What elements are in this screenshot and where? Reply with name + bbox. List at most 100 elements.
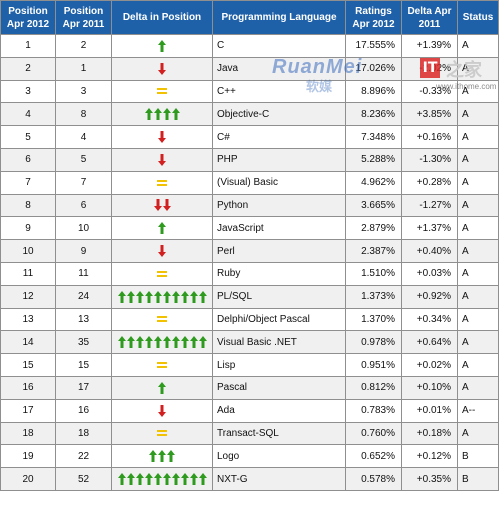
table-row[interactable]: 8 6 Python 3.665% -1.27% A	[0, 193, 499, 218]
table-row[interactable]: 7 7 (Visual) Basic 4.962% +0.28% A	[0, 170, 499, 195]
cell-delta-position	[111, 375, 213, 400]
up-arrow-icon	[144, 108, 153, 121]
equal-icon	[157, 88, 167, 95]
table-row[interactable]: 1 2 C 17.555% +1.39% A	[0, 34, 499, 58]
cell-delta-position	[111, 444, 213, 469]
cell-rating: 3.665%	[345, 193, 402, 218]
cell-delta: +0.40%	[401, 239, 458, 263]
cell-rating: 2.387%	[345, 239, 402, 263]
watermark-brand-en: RuanMei	[272, 56, 363, 78]
cell-delta: +0.03%	[401, 261, 458, 286]
header-ratings[interactable]: Ratings Apr 2012	[345, 0, 402, 35]
header-position-2011[interactable]: Position Apr 2011	[55, 0, 112, 35]
header-language[interactable]: Programming Language	[212, 0, 346, 35]
cell-delta: +3.85%	[401, 102, 458, 127]
cell-position-2012: 6	[0, 147, 56, 172]
cell-rating: 1.373%	[345, 284, 402, 309]
up-arrow-icon	[171, 336, 180, 349]
cell-rating: 17.555%	[345, 34, 402, 58]
up-arrow-icon	[198, 290, 207, 303]
header-delta-position[interactable]: Delta in Position	[111, 0, 213, 35]
table-row[interactable]: 13 13 Delphi/Object Pascal 1.370% +0.34% A	[0, 307, 499, 332]
table-row[interactable]: 19 22 Logo 0.652% +0.12% B	[0, 444, 499, 469]
cell-position-2012: 15	[0, 353, 56, 377]
cell-rating: 5.288%	[345, 147, 402, 172]
cell-position-2012: 14	[0, 330, 56, 355]
up-arrow-icon	[171, 473, 180, 486]
cell-rating: 1.510%	[345, 261, 402, 286]
cell-status: A	[457, 307, 499, 332]
cell-delta: +0.01%	[401, 398, 458, 423]
table-row[interactable]: 17 16 Ada 0.783% +0.01% A--	[0, 398, 499, 423]
table-row[interactable]: 9 10 JavaScript 2.879% +1.37% A	[0, 216, 499, 241]
cell-position-2012: 12	[0, 284, 56, 309]
cell-language: C#	[212, 125, 346, 149]
header-position-2012[interactable]: Position Apr 2012	[0, 0, 56, 35]
table-row[interactable]: 11 11 Ruby 1.510% +0.03% A	[0, 261, 499, 286]
cell-position-2012: 9	[0, 216, 56, 241]
cell-position-2012: 2	[0, 56, 56, 81]
table-row[interactable]: 14 35 Visual Basic .NET 0.978% +0.64% A	[0, 330, 499, 355]
watermark-brand-cn: 软媒	[306, 80, 333, 95]
cell-language: Ada	[212, 398, 346, 423]
cell-position-2012: 17	[0, 398, 56, 423]
cell-position-2011: 22	[55, 444, 112, 469]
table-header: Position Apr 2012 Position Apr 2011 Delt…	[0, 0, 499, 35]
header-status[interactable]: Status	[457, 0, 499, 35]
up-arrow-icon	[162, 290, 171, 303]
cell-rating: 0.812%	[345, 375, 402, 400]
cell-position-2011: 11	[55, 261, 112, 286]
cell-delta: +0.02%	[401, 353, 458, 377]
header-delta[interactable]: Delta Apr 2011	[401, 0, 458, 35]
cell-delta: -0.33%	[401, 79, 458, 104]
table-row[interactable]: 6 5 PHP 5.288% -1.30% A	[0, 147, 499, 172]
up-arrow-icon	[144, 290, 153, 303]
cell-language: Perl	[212, 239, 346, 263]
table-row[interactable]: 10 9 Perl 2.387% +0.40% A	[0, 239, 499, 263]
cell-position-2012: 4	[0, 102, 56, 127]
cell-language: Transact-SQL	[212, 421, 346, 446]
table-row[interactable]: 4 8 Objective-C 8.236% +3.85% A	[0, 102, 499, 127]
table-row[interactable]: 5 4 C# 7.348% +0.16% A	[0, 125, 499, 149]
table-row[interactable]: 12 24 PL/SQL 1.373% +0.92% A	[0, 284, 499, 309]
cell-position-2011: 4	[55, 125, 112, 149]
cell-status: A	[457, 261, 499, 286]
up-arrow-icon	[189, 336, 198, 349]
up-arrow-icon	[117, 473, 126, 486]
table-row[interactable]: 16 17 Pascal 0.812% +0.10% A	[0, 375, 499, 400]
cell-language: (Visual) Basic	[212, 170, 346, 195]
cell-rating: 1.370%	[345, 307, 402, 332]
cell-status: A	[457, 102, 499, 127]
cell-delta-position	[111, 467, 213, 491]
cell-position-2012: 13	[0, 307, 56, 332]
cell-status: A	[457, 147, 499, 172]
cell-position-2011: 9	[55, 239, 112, 263]
up-arrow-icon	[162, 473, 171, 486]
down-arrow-icon	[158, 131, 166, 144]
cell-language: Logo	[212, 444, 346, 469]
table-row[interactable]: 3 3 C++ 8.896% -0.33% A	[0, 79, 499, 104]
cell-position-2012: 18	[0, 421, 56, 446]
cell-position-2011: 13	[55, 307, 112, 332]
cell-rating: 2.879%	[345, 216, 402, 241]
cell-position-2012: 1	[0, 34, 56, 58]
cell-language: Visual Basic .NET	[212, 330, 346, 355]
cell-status: A	[457, 34, 499, 58]
table-row[interactable]: 15 15 Lisp 0.951% +0.02% A	[0, 353, 499, 377]
cell-status: A	[457, 125, 499, 149]
cell-delta-position	[111, 239, 213, 263]
cell-position-2011: 10	[55, 216, 112, 241]
cell-rating: 8.896%	[345, 79, 402, 104]
cell-delta: +0.34%	[401, 307, 458, 332]
cell-rating: 17.026%	[345, 56, 402, 81]
table-row[interactable]: 18 18 Transact-SQL 0.760% +0.18% A	[0, 421, 499, 446]
table-row[interactable]: 20 52 NXT-G 0.578% +0.35% B	[0, 467, 499, 491]
cell-status: A	[457, 170, 499, 195]
cell-position-2012: 16	[0, 375, 56, 400]
cell-delta-position	[111, 307, 213, 332]
cell-rating: 0.951%	[345, 353, 402, 377]
up-arrow-icon	[162, 336, 171, 349]
up-arrow-icon	[126, 336, 135, 349]
cell-language: Lisp	[212, 353, 346, 377]
cell-delta-position	[111, 216, 213, 241]
